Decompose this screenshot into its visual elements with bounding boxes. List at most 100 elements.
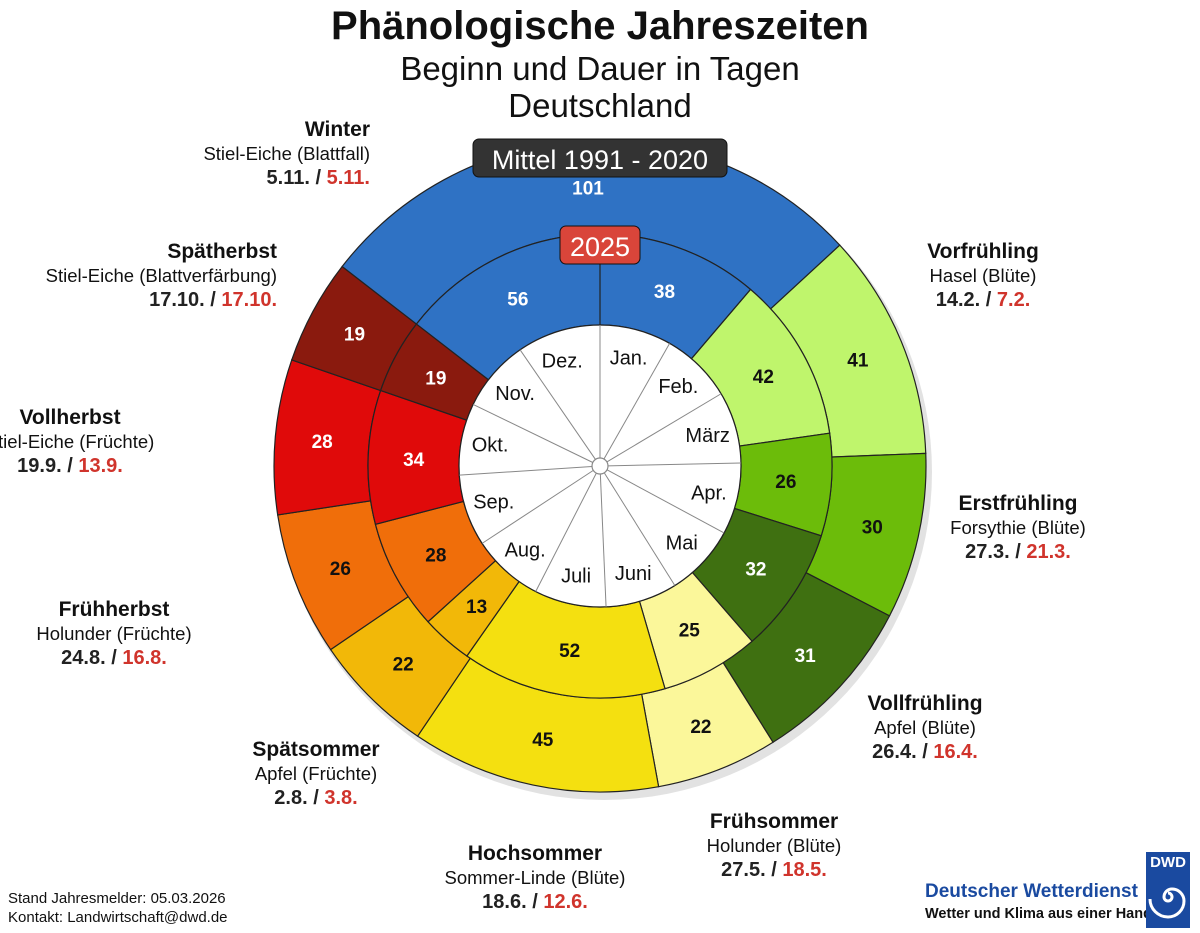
season-dates: 26.4. / 16.4. (755, 740, 1095, 764)
badge-2025-bg (559, 225, 641, 265)
inner-value-4: 52 (559, 641, 580, 662)
label-spaetherbst: Spätherbst Stiel-Eiche (Blattverfärbung)… (0, 240, 277, 312)
inner-value-8: 19 (425, 368, 446, 389)
outer-value-3: 22 (690, 717, 711, 738)
inner-value-7: 34 (403, 450, 425, 471)
season-name: Vorfrühling (927, 240, 1039, 263)
season-dates: 5.11. / 5.11. (30, 166, 370, 190)
outer-value-8: 19 (344, 324, 365, 345)
inner-value-6: 28 (425, 546, 446, 567)
chart-subtitle: Beginn und Dauer in Tagen (400, 50, 800, 87)
label-winter: Winter Stiel-Eiche (Blattfall) 5.11. / 5… (30, 118, 370, 190)
month-label: Okt. (472, 434, 509, 456)
season-name: Hochsommer (467, 842, 603, 865)
month-divider (606, 469, 725, 534)
month-divider (603, 343, 671, 460)
date-mean: 17.10. / (149, 289, 222, 311)
month-divider (481, 469, 594, 544)
dwd-slogan: Wetter und Klima aus einer Hand (925, 906, 1152, 922)
inner-value-2: 32 (745, 559, 766, 580)
season-plant: Stiel-Eiche (Blattverfärbung) (45, 265, 277, 286)
season-plant: Forsythie (Blüte) (950, 517, 1086, 538)
date-mean: 24.8. / (61, 647, 123, 669)
outer-value-4: 45 (532, 730, 554, 751)
season-plant: Stiel-Eiche (Blattfall) (203, 143, 370, 164)
season-name: Erstfrühling (958, 492, 1078, 515)
date-mean: 27.3. / (965, 541, 1027, 563)
season-name: Spätherbst (167, 240, 277, 263)
season-plant: Apfel (Blüte) (874, 717, 976, 738)
chart-title: Phänologische Jahreszeiten (331, 4, 869, 48)
month-divider (459, 466, 593, 476)
label-vollfruehling: Vollfrühling Apfel (Blüte) 26.4. / 16.4. (755, 692, 1095, 764)
inner-value-3: 25 (679, 621, 701, 642)
month-label: Apr. (691, 482, 727, 504)
label-erstfruehling: Erstfrühling Forsythie (Blüte) 27.3. / 2… (848, 492, 1188, 564)
label-fruehherbst: Frühherbst Holunder (Früchte) 24.8. / 16… (0, 598, 284, 670)
season-name: Vollherbst (19, 406, 121, 429)
date-2025: 16.8. (122, 647, 167, 669)
season-dates: 27.3. / 21.3. (848, 540, 1188, 564)
season-plant: Stiel-Eiche (Früchte) (0, 431, 155, 452)
dwd-logo: DWD (1146, 852, 1190, 928)
outer-value-9: 101 (572, 178, 604, 199)
season-plant: Apfel (Früchte) (254, 763, 378, 784)
season-dates: 2.8. / 3.8. (146, 786, 486, 810)
inner-value-1: 26 (775, 472, 796, 493)
date-2025: 3.8. (324, 787, 358, 809)
season-name: Frühsommer (709, 810, 839, 833)
date-2025: 13.9. (78, 455, 123, 477)
inner-value-5: 13 (466, 597, 487, 618)
outer-value-7: 28 (312, 432, 333, 453)
footer-contact: Kontakt: Landwirtschaft@dwd.de (8, 909, 228, 926)
dwd-swirl-icon (1148, 887, 1186, 919)
date-mean: 26.4. / (872, 741, 934, 763)
season-plant: Hasel (Blüte) (929, 265, 1037, 286)
outer-value-1: 30 (862, 518, 883, 539)
season-dates: 18.6. / 12.6. (365, 890, 705, 914)
month-divider (599, 473, 607, 607)
label-fruehsommer: Frühsommer Holunder (Blüte) 27.5. / 18.5… (604, 810, 944, 882)
date-2025: 18.5. (782, 859, 827, 881)
season-dates: 17.10. / 17.10. (0, 288, 277, 312)
month-label: Nov. (495, 383, 535, 405)
month-divider (603, 472, 676, 586)
season-name: Vollfrühling (867, 692, 983, 715)
season-name: Frühherbst (58, 598, 170, 621)
season-dates: 14.2. / 7.2. (813, 288, 1153, 312)
date-2025: 17.10. (221, 289, 277, 311)
outer-value-6: 26 (330, 559, 351, 580)
date-2025: 21.3. (1026, 541, 1071, 563)
season-dates: 27.5. / 18.5. (604, 858, 944, 882)
date-2025: 5.11. (326, 167, 370, 189)
date-2025: 12.6. (543, 891, 588, 913)
season-dates: 24.8. / 16.8. (0, 646, 284, 670)
month-divider (472, 403, 594, 463)
badge-2025: 2025 (570, 232, 630, 262)
month-divider (606, 393, 722, 463)
dwd-logo-text: DWD (1150, 854, 1186, 871)
label-vollherbst: Vollherbst Stiel-Eiche (Früchte) 19.9. /… (0, 406, 240, 478)
season-name: Winter (304, 118, 370, 141)
inner-value-9-a: 56 (507, 290, 528, 311)
month-label: Juni (615, 563, 652, 585)
date-mean: 5.11. / (266, 167, 327, 189)
outer-value-5: 22 (393, 655, 414, 676)
date-mean: 2.8. / (274, 787, 325, 809)
inner-value-9-b: 38 (654, 282, 675, 303)
month-label: Aug. (505, 539, 546, 561)
label-spaetsommer: Spätsommer Apfel (Früchte) 2.8. / 3.8. (146, 738, 486, 810)
date-2025: 16.4. (933, 741, 978, 763)
label-vorfruehling: Vorfrühling Hasel (Blüte) 14.2. / 7.2. (813, 240, 1153, 312)
footer-stand: Stand Jahresmelder: 05.03.2026 (8, 890, 226, 907)
month-label: Dez. (542, 351, 583, 373)
month-label: Mai (666, 533, 698, 555)
chart-region: Deutschland (508, 87, 692, 124)
inner-value-0: 42 (753, 367, 774, 388)
season-dates: 19.9. / 13.9. (0, 454, 240, 478)
center-hub (591, 457, 609, 475)
outer-value-2: 31 (795, 646, 817, 667)
month-divider (535, 472, 597, 592)
date-2025: 7.2. (996, 289, 1031, 311)
